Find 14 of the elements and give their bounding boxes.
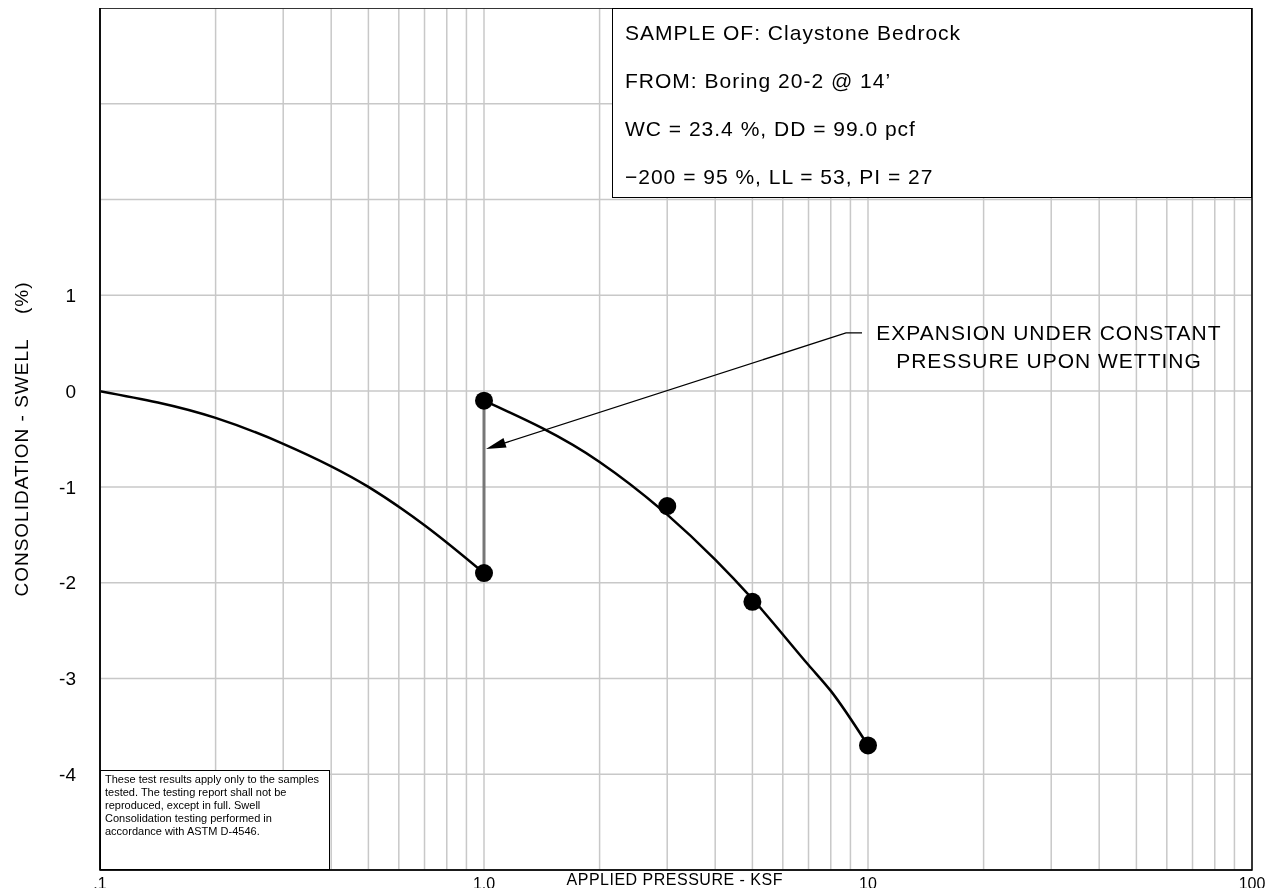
annotation: FROM: Boring 20-2 @ 14’	[625, 68, 893, 94]
annotation: WC = 23.4 %, DD = 99.0 pcf	[625, 116, 917, 142]
annotation: EXPANSION UNDER CONSTANT PRESSURE UPON WETTING	[875, 319, 1223, 374]
text-box: These test results apply only to the samples tested. The testing report shall not be reproduced, except in full. Swell Consolidation testing performed in accordance with ASTM D-4546.	[100, 770, 330, 870]
x-axis-title: APPLIED PRESSURE - KSF	[566, 871, 783, 889]
y-tick-label: -3	[59, 668, 76, 690]
y-axis-title: CONSOLIDATION - SWELL (%)	[11, 281, 33, 597]
y-tick-label: -2	[59, 572, 76, 594]
y-tick-label: -4	[59, 763, 77, 785]
y-tick-label: -1	[59, 476, 76, 498]
y-tick-label: 1	[65, 285, 76, 307]
y-tick-label: 0	[65, 380, 76, 402]
annotation: −200 = 95 %, LL = 53, PI = 27	[625, 164, 935, 190]
annotation: SAMPLE OF: Claystone Bedrock	[625, 20, 963, 46]
